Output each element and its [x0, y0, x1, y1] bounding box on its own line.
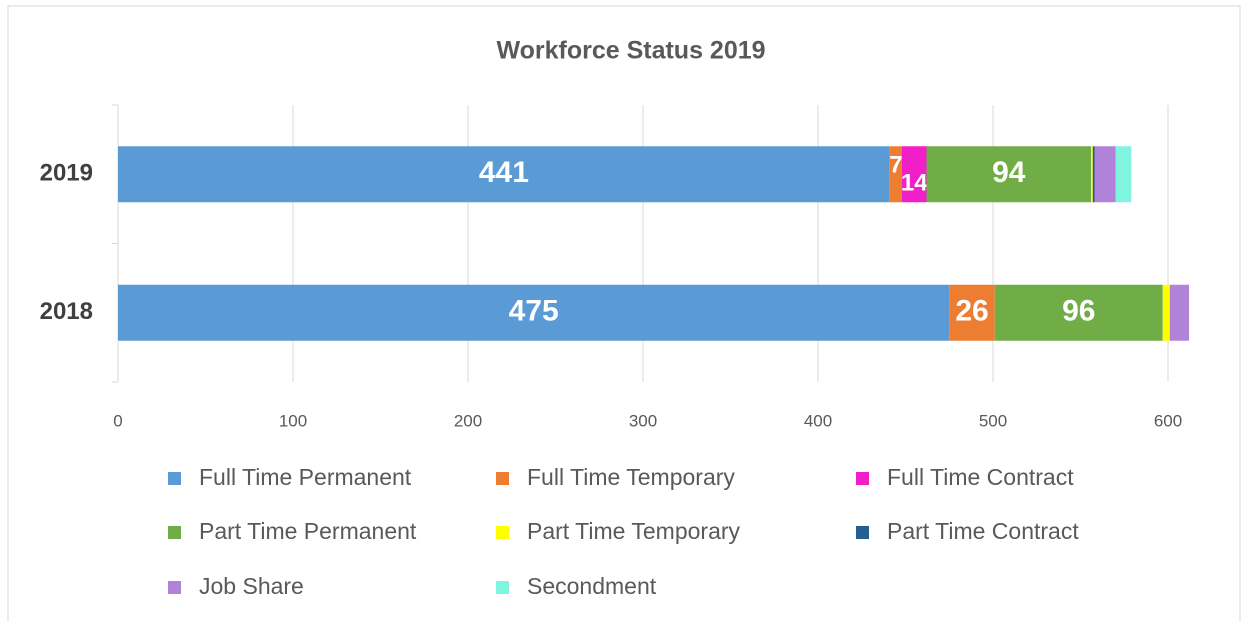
legend-label: Part Time Temporary	[527, 518, 741, 544]
legend-swatch	[168, 472, 181, 485]
x-tick-label: 200	[454, 411, 482, 430]
legend-label: Full Time Contract	[887, 464, 1074, 490]
legend-label: Full Time Permanent	[199, 464, 412, 490]
x-tick-label: 500	[979, 411, 1007, 430]
x-tick-label: 300	[629, 411, 657, 430]
x-tick-label: 100	[279, 411, 307, 430]
data-label: 441	[479, 156, 529, 189]
legend-label: Full Time Temporary	[527, 464, 735, 490]
legend-swatch	[168, 526, 181, 539]
bar-segment	[1162, 284, 1170, 341]
bar-segment	[926, 146, 1091, 203]
data-label: 7	[889, 152, 902, 179]
bar-segment	[1169, 284, 1189, 341]
bar-segment	[118, 146, 890, 203]
legend-label: Part Time Permanent	[199, 518, 417, 544]
legend-label: Part Time Contract	[887, 518, 1079, 544]
data-label: 26	[955, 295, 988, 328]
y-tick-label: 2018	[40, 298, 93, 325]
bar-segment	[1115, 146, 1132, 203]
bar-segment	[902, 146, 927, 203]
bar-segment	[1092, 146, 1095, 203]
bar-segment	[118, 284, 950, 341]
legend-swatch	[168, 581, 181, 594]
bar-segment	[1094, 146, 1116, 203]
legend-swatch	[496, 581, 509, 594]
data-label: 94	[992, 156, 1026, 189]
legend-label: Secondment	[527, 573, 657, 599]
x-tick-label: 400	[804, 411, 832, 430]
x-tick-label: 0	[113, 411, 122, 430]
x-tick-label: 600	[1154, 411, 1182, 430]
chart-title: Workforce Status 2019	[496, 37, 765, 65]
legend-label: Job Share	[199, 573, 304, 599]
y-tick-label: 2019	[40, 160, 93, 187]
legend-swatch	[856, 526, 869, 539]
bar-segment	[889, 146, 902, 203]
legend-swatch	[856, 472, 869, 485]
bar-segment	[1091, 146, 1093, 203]
data-label: 475	[509, 295, 559, 328]
legend-swatch	[496, 526, 509, 539]
legend-swatch	[496, 472, 509, 485]
data-label: 14	[901, 170, 928, 197]
bar-segment	[949, 284, 995, 341]
bar-segment	[994, 284, 1163, 341]
data-label: 96	[1062, 295, 1095, 328]
